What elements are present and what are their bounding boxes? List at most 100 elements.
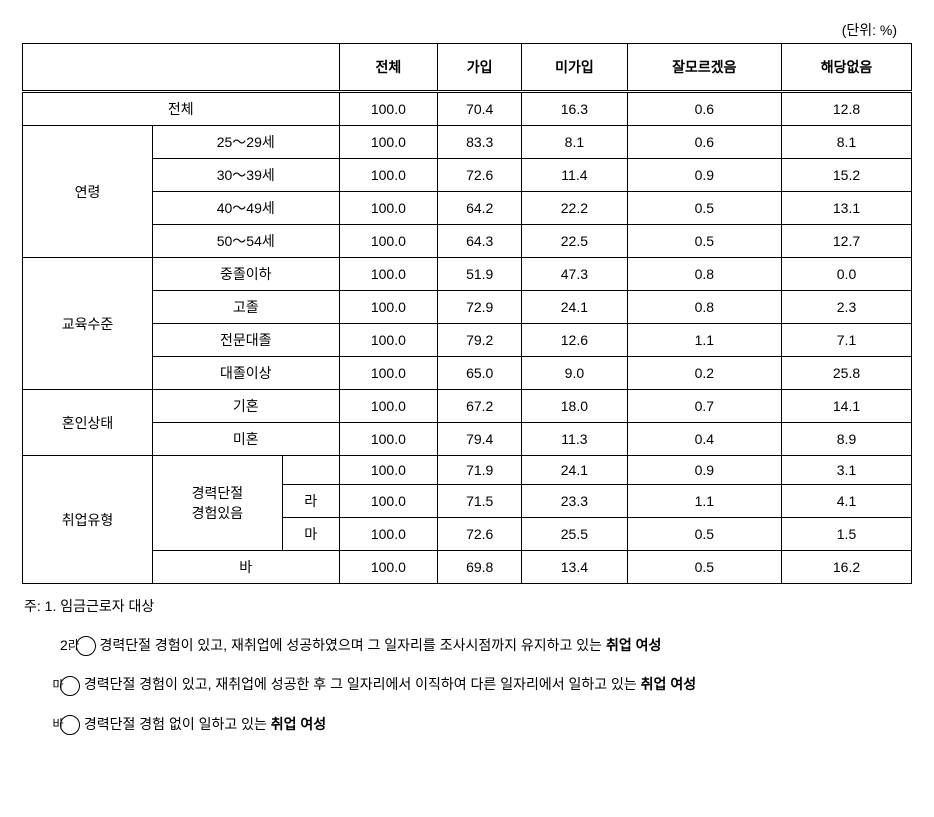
note-sub-line: 마 경력단절 경험이 있고, 재취업에 성공한 후 그 일자리에서 이직하여 다… <box>24 672 912 697</box>
data-cell: 11.3 <box>522 423 628 456</box>
data-cell: 12.6 <box>522 324 628 357</box>
data-cell: 70.4 <box>438 92 522 126</box>
note-line: 주: 1. 임금근로자 대상 <box>24 594 912 619</box>
col-unknown: 잘모르겠음 <box>627 44 781 92</box>
data-table: 전체 가입 미가입 잘모르겠음 해당없음 전체100.070.416.30.61… <box>22 43 912 584</box>
data-cell: 22.2 <box>522 192 628 225</box>
data-cell: 100.0 <box>339 357 438 390</box>
table-row: 고졸100.072.924.10.82.3 <box>23 291 912 324</box>
col-total: 전체 <box>339 44 438 92</box>
data-cell: 100.0 <box>339 258 438 291</box>
table-row: 교육수준중졸이하100.051.947.30.80.0 <box>23 258 912 291</box>
data-cell: 13.4 <box>522 551 628 584</box>
data-cell: 100.0 <box>339 192 438 225</box>
data-cell: 0.0 <box>782 258 912 291</box>
data-cell: 83.3 <box>438 126 522 159</box>
data-cell: 67.2 <box>438 390 522 423</box>
data-cell: 8.9 <box>782 423 912 456</box>
note-bold: 취업 여성 <box>606 637 661 653</box>
data-cell: 100.0 <box>339 324 438 357</box>
note-bold: 취업 여성 <box>271 716 326 732</box>
data-cell: 100.0 <box>339 159 438 192</box>
data-cell: 72.6 <box>438 518 522 551</box>
category-label: 전문대졸 <box>152 324 339 357</box>
data-cell: 25.5 <box>522 518 628 551</box>
data-cell: 0.7 <box>627 390 781 423</box>
data-cell: 0.9 <box>627 456 781 485</box>
data-cell: 8.1 <box>522 126 628 159</box>
data-cell: 0.6 <box>627 92 781 126</box>
data-cell: 4.1 <box>782 485 912 518</box>
data-cell: 0.2 <box>627 357 781 390</box>
table-row: 50～54세100.064.322.50.512.7 <box>23 225 912 258</box>
category-label: 25～29세 <box>152 126 339 159</box>
col-unsubscribed: 미가입 <box>522 44 628 92</box>
data-cell: 100.0 <box>339 423 438 456</box>
data-cell: 100.0 <box>339 456 438 485</box>
category-label: 중졸이하 <box>152 258 339 291</box>
category-label: 40～49세 <box>152 192 339 225</box>
data-cell: 64.2 <box>438 192 522 225</box>
category-label: 고졸 <box>152 291 339 324</box>
data-cell: 24.1 <box>522 291 628 324</box>
data-cell: 24.1 <box>522 456 628 485</box>
note-marker-icon: 마 <box>60 676 80 696</box>
data-cell: 25.8 <box>782 357 912 390</box>
category-label: 미혼 <box>152 423 339 456</box>
data-cell: 14.1 <box>782 390 912 423</box>
data-cell: 0.5 <box>627 518 781 551</box>
data-cell: 0.5 <box>627 225 781 258</box>
category-label: 기혼 <box>152 390 339 423</box>
category-label: 50～54세 <box>152 225 339 258</box>
data-cell: 9.0 <box>522 357 628 390</box>
data-cell: 2.3 <box>782 291 912 324</box>
group-label: 혼인상태 <box>23 390 153 456</box>
category-label: 30～39세 <box>152 159 339 192</box>
data-cell: 71.9 <box>438 456 522 485</box>
data-cell: 12.7 <box>782 225 912 258</box>
data-cell: 22.5 <box>522 225 628 258</box>
data-cell: 79.4 <box>438 423 522 456</box>
note-marker-icon: 라 <box>76 636 96 656</box>
table-row: 바100.069.813.40.516.2 <box>23 551 912 584</box>
unit-label: (단위: %) <box>22 20 912 40</box>
category-label <box>282 456 339 485</box>
data-cell: 0.8 <box>627 291 781 324</box>
data-cell: 23.3 <box>522 485 628 518</box>
data-cell: 69.8 <box>438 551 522 584</box>
data-cell: 100.0 <box>339 518 438 551</box>
group-label: 교육수준 <box>23 258 153 390</box>
notes: 주: 1. 임금근로자 대상 2. 라 경력단절 경험이 있고, 재취업에 성공… <box>22 594 912 737</box>
data-cell: 1.1 <box>627 324 781 357</box>
data-cell: 64.3 <box>438 225 522 258</box>
note-sub-line: 2. 라 경력단절 경험이 있고, 재취업에 성공하였으며 그 일자리를 조사시… <box>24 633 912 658</box>
data-cell: 1.1 <box>627 485 781 518</box>
data-cell: 18.0 <box>522 390 628 423</box>
subgroup-label: 경력단절 경험있음 <box>152 456 282 551</box>
col-subscribed: 가입 <box>438 44 522 92</box>
table-row: 취업유형경력단절 경험있음100.071.924.10.93.1 <box>23 456 912 485</box>
data-cell: 0.9 <box>627 159 781 192</box>
table-row: 미혼100.079.411.30.48.9 <box>23 423 912 456</box>
header-row: 전체 가입 미가입 잘모르겠음 해당없음 <box>23 44 912 92</box>
data-cell: 100.0 <box>339 92 438 126</box>
data-cell: 1.5 <box>782 518 912 551</box>
data-cell: 0.4 <box>627 423 781 456</box>
data-cell: 100.0 <box>339 390 438 423</box>
table-row: 30～39세100.072.611.40.915.2 <box>23 159 912 192</box>
table-row: 40～49세100.064.222.20.513.1 <box>23 192 912 225</box>
category-label: 라 <box>282 485 339 518</box>
data-cell: 12.8 <box>782 92 912 126</box>
group-total-label: 전체 <box>23 92 340 126</box>
note-sub-line: 바 경력단절 경험 없이 일하고 있는 취업 여성 <box>24 712 912 737</box>
category-label: 마 <box>282 518 339 551</box>
table-row: 전체100.070.416.30.612.8 <box>23 92 912 126</box>
data-cell: 100.0 <box>339 551 438 584</box>
note-marker-icon: 바 <box>60 715 80 735</box>
data-cell: 13.1 <box>782 192 912 225</box>
data-cell: 0.5 <box>627 192 781 225</box>
data-cell: 16.2 <box>782 551 912 584</box>
data-cell: 71.5 <box>438 485 522 518</box>
data-cell: 51.9 <box>438 258 522 291</box>
data-cell: 72.9 <box>438 291 522 324</box>
